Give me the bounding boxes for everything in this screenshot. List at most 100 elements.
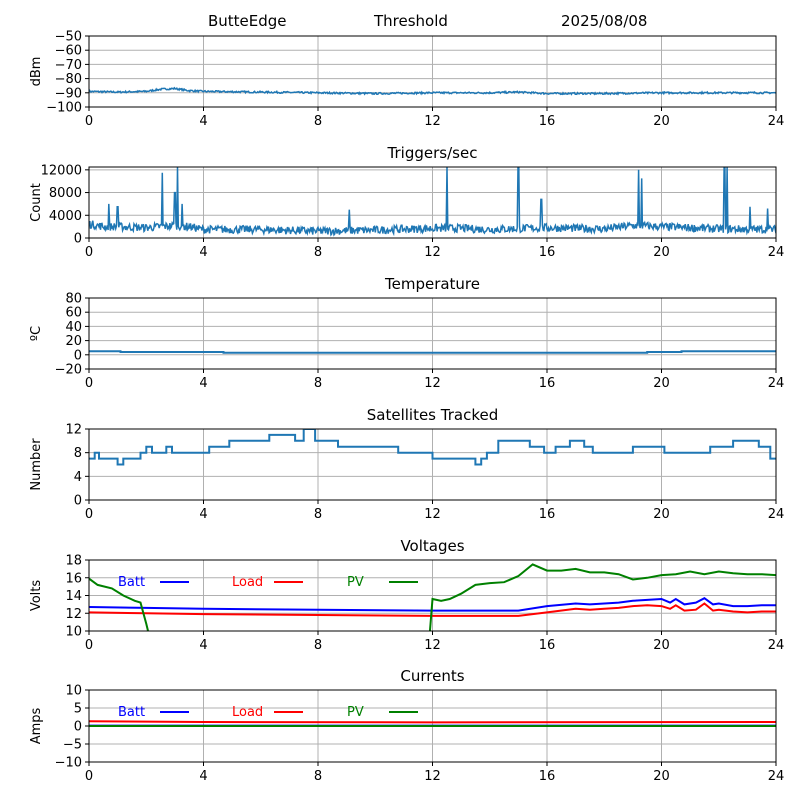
x-tick-label: 20: [653, 245, 670, 260]
chart-panel: 0 4 8 12 16 20 24 0 4000 8000 12000 Triggers/sec Cou…: [29, 144, 784, 260]
x-tick-label: 8: [314, 507, 322, 522]
y-tick-label: 80: [65, 292, 82, 307]
y-tick-label: 14: [65, 589, 82, 604]
y-tick-label: 40: [65, 320, 82, 335]
y-tick-label: 0: [74, 348, 82, 363]
y-tick-label: 0: [74, 494, 82, 509]
y-axis-label: ºC: [29, 326, 44, 341]
y-tick-label: −20: [55, 363, 82, 378]
y-axis-label: Count: [29, 183, 44, 222]
x-tick-label: 4: [199, 507, 207, 522]
y-tick-label: −70: [55, 58, 82, 73]
x-tick-label: 24: [768, 769, 785, 784]
y-axis-label: dBm: [29, 57, 44, 87]
series-group: [89, 720, 776, 727]
chart-panel: 0 4 8 12 16 20 24 0 4 8 12 Satellites Tracked Number: [29, 406, 784, 522]
station-name: ButteEdge: [208, 12, 287, 30]
y-tick-label: 60: [65, 306, 82, 321]
x-tick-label: 0: [85, 114, 93, 129]
chart-title: Temperature: [384, 275, 480, 293]
series-group: [89, 350, 776, 354]
x-tick-label: 4: [199, 376, 207, 391]
series-line: [89, 350, 776, 354]
legend-label-pv: PV: [347, 575, 364, 590]
x-tick-label: 16: [539, 376, 556, 391]
legend-label-batt: Batt: [118, 705, 145, 720]
y-tick-label: 4000: [49, 209, 82, 224]
series-group: [89, 429, 776, 466]
y-tick-label: −80: [55, 72, 82, 87]
y-tick-label: −5: [63, 738, 82, 753]
x-tick-label: 4: [199, 638, 207, 653]
x-tick-label: 16: [539, 114, 556, 129]
x-tick-label: 8: [314, 245, 322, 260]
legend-label-batt: Batt: [118, 575, 145, 590]
date-label: 2025/08/08: [561, 12, 648, 30]
chart-title: Satellites Tracked: [367, 406, 498, 424]
y-tick-label: 8: [74, 446, 82, 461]
y-tick-label: 10: [65, 684, 82, 699]
y-tick-label: −10: [55, 756, 82, 771]
x-tick-label: 20: [653, 638, 670, 653]
chart-panel: 0 4 8 12 16 20 24 10 12 14 16 18 Voltages Volts Batt Lo…: [29, 537, 784, 653]
y-axis-label: Volts: [29, 580, 44, 612]
x-tick-label: 0: [85, 769, 93, 784]
x-tick-label: 16: [539, 507, 556, 522]
y-tick-label: −50: [55, 30, 82, 45]
x-tick-label: 12: [424, 114, 441, 129]
y-tick-label: 18: [65, 554, 82, 569]
series-line: [89, 86, 776, 96]
x-tick-label: 24: [768, 507, 785, 522]
x-tick-label: 4: [199, 114, 207, 129]
chart-panel: 0 4 8 12 16 20 24 −10 −5 0 5 10 Currents Amps Batt Load…: [29, 667, 784, 784]
y-axis-label: Amps: [29, 707, 44, 744]
x-tick-label: 4: [199, 769, 207, 784]
series-group: [89, 167, 776, 237]
series-line-pv: [428, 563, 776, 631]
x-tick-label: 0: [85, 507, 93, 522]
y-tick-label: −100: [46, 101, 82, 116]
chart-panel: 0 4 8 12 16 20 24 −100−90−80−70−60−50 dBm: [29, 30, 784, 130]
x-tick-label: 12: [424, 376, 441, 391]
x-tick-label: 24: [768, 638, 785, 653]
x-tick-label: 0: [85, 638, 93, 653]
x-tick-label: 24: [768, 114, 785, 129]
x-tick-label: 12: [424, 507, 441, 522]
y-tick-label: 20: [65, 334, 82, 349]
x-tick-label: 8: [314, 114, 322, 129]
series-line-load: [89, 720, 776, 724]
legend-label-pv: PV: [347, 705, 364, 720]
x-tick-label: 8: [314, 638, 322, 653]
chart-title: Triggers/sec: [387, 144, 478, 162]
y-tick-label: 16: [65, 571, 82, 586]
x-tick-label: 20: [653, 769, 670, 784]
x-tick-label: 24: [768, 245, 785, 260]
x-tick-label: 8: [314, 769, 322, 784]
x-tick-label: 20: [653, 114, 670, 129]
x-tick-label: 20: [653, 507, 670, 522]
y-axis-label: Number: [29, 438, 44, 491]
y-tick-label: 5: [74, 702, 82, 717]
y-tick-label: 10: [65, 625, 82, 640]
chart-title: Voltages: [400, 537, 464, 555]
series-line-load: [89, 602, 776, 617]
y-tick-label: 8000: [49, 186, 82, 201]
x-tick-label: 16: [539, 638, 556, 653]
x-tick-label: 12: [424, 638, 441, 653]
mode-label: Threshold: [374, 12, 448, 30]
x-tick-label: 0: [85, 376, 93, 391]
y-tick-label: 0: [74, 720, 82, 735]
y-tick-label: −60: [55, 44, 82, 59]
x-tick-label: 12: [424, 245, 441, 260]
x-tick-label: 4: [199, 245, 207, 260]
chart-title: Currents: [400, 667, 464, 685]
legend-label-load: Load: [232, 575, 263, 590]
series-group: [89, 86, 776, 96]
series-line-pv: [89, 577, 150, 631]
y-tick-label: 12000: [41, 163, 82, 178]
y-tick-label: 12: [65, 423, 82, 438]
x-tick-label: 16: [539, 245, 556, 260]
y-tick-label: 0: [74, 232, 82, 247]
